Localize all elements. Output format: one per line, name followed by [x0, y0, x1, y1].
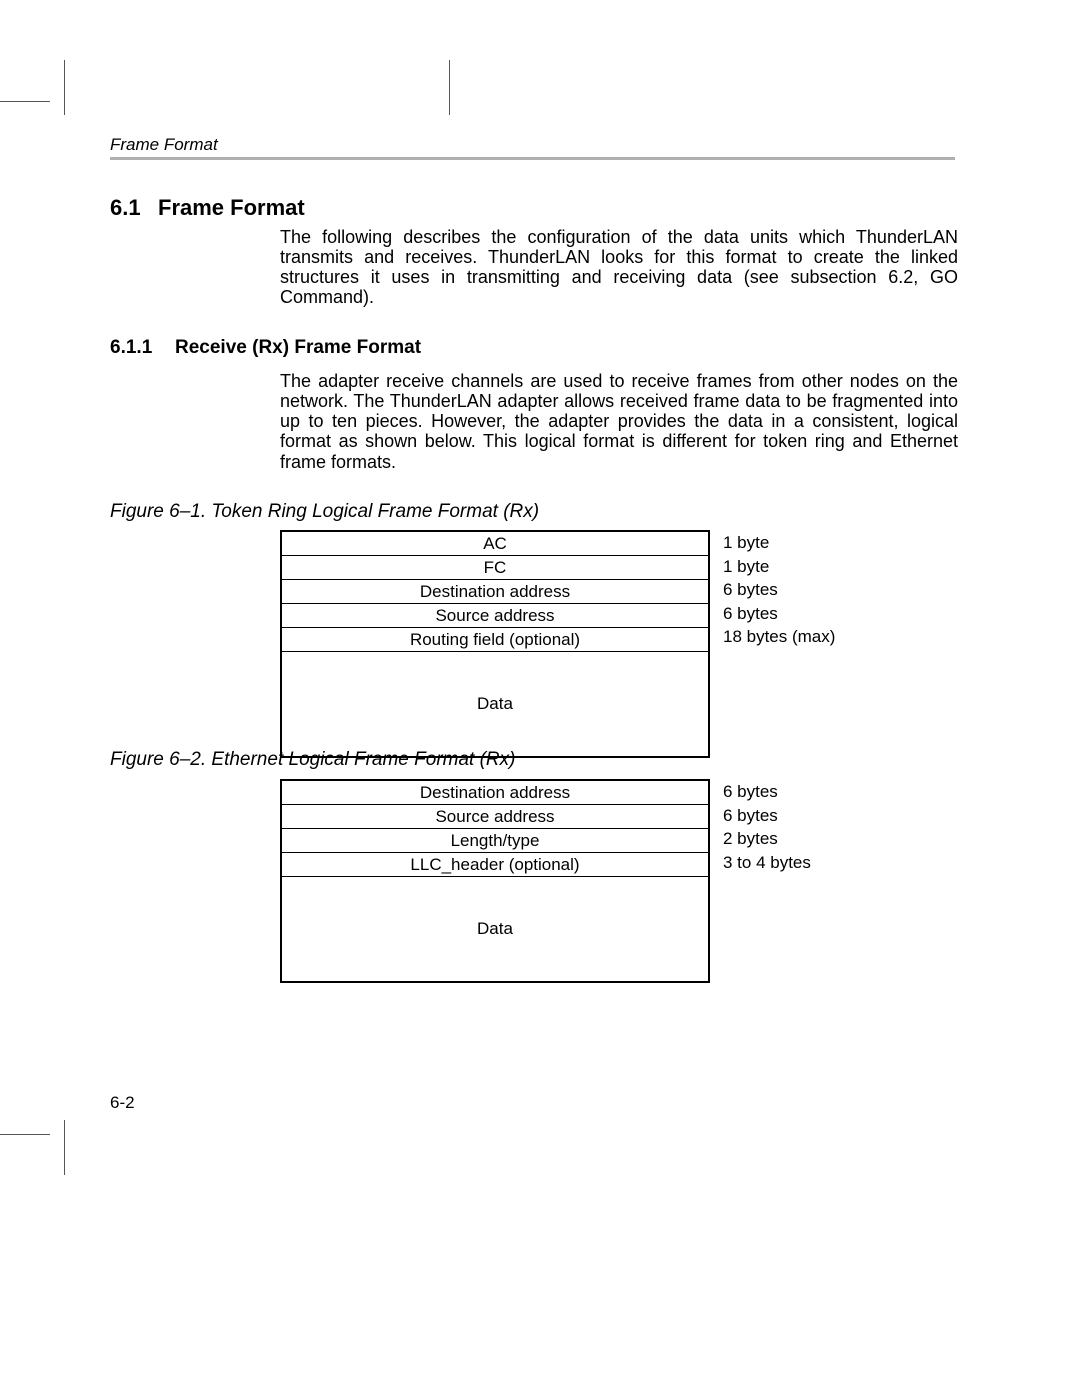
ethernet-sizes: 6 bytes 6 bytes 2 bytes 3 to 4 bytes: [723, 780, 811, 874]
running-header: Frame Format: [110, 135, 218, 155]
size-label: 1 byte: [723, 531, 835, 555]
section-number: 6.1: [110, 195, 141, 221]
size-label: 6 bytes: [723, 602, 835, 626]
crop-mark: [0, 101, 50, 102]
table-row: Source address: [282, 604, 708, 628]
size-label: 3 to 4 bytes: [723, 851, 811, 875]
token-ring-sizes: 1 byte 1 byte 6 bytes 6 bytes 18 bytes (…: [723, 531, 835, 649]
size-label: 6 bytes: [723, 578, 835, 602]
section-paragraph: The following describes the configuratio…: [280, 227, 958, 308]
table-row: Length/type: [282, 829, 708, 853]
table-data-row: Data: [282, 652, 708, 756]
table-row: FC: [282, 556, 708, 580]
ethernet-frame-table: Destination address Source address Lengt…: [280, 779, 710, 983]
subsection-paragraph: The adapter receive channels are used to…: [280, 371, 958, 472]
table-data-row: Data: [282, 877, 708, 981]
size-label: 2 bytes: [723, 827, 811, 851]
size-label: 18 bytes (max): [723, 625, 835, 649]
crop-mark: [449, 60, 450, 115]
crop-mark: [0, 1134, 50, 1135]
crop-mark: [64, 60, 65, 115]
size-label: 1 byte: [723, 555, 835, 579]
table-row: Source address: [282, 805, 708, 829]
section-title: Frame Format: [158, 195, 305, 221]
page-number: 6-2: [110, 1093, 135, 1113]
table-row: LLC_header (optional): [282, 853, 708, 877]
size-label: 6 bytes: [723, 804, 811, 828]
subsection-title: Receive (Rx) Frame Format: [175, 337, 421, 359]
page: Frame Format 6.1 Frame Format The follow…: [0, 0, 1080, 1397]
figure-caption: Figure 6–2. Ethernet Logical Frame Forma…: [110, 749, 516, 771]
crop-mark: [64, 1120, 65, 1175]
table-row: AC: [282, 532, 708, 556]
subsection-number: 6.1.1: [110, 337, 152, 359]
table-row: Routing field (optional): [282, 628, 708, 652]
figure-caption: Figure 6–1. Token Ring Logical Frame For…: [110, 501, 539, 523]
size-label: 6 bytes: [723, 780, 811, 804]
table-row: Destination address: [282, 781, 708, 805]
token-ring-frame-table: AC FC Destination address Source address…: [280, 530, 710, 758]
table-row: Destination address: [282, 580, 708, 604]
header-rule: [110, 157, 955, 160]
